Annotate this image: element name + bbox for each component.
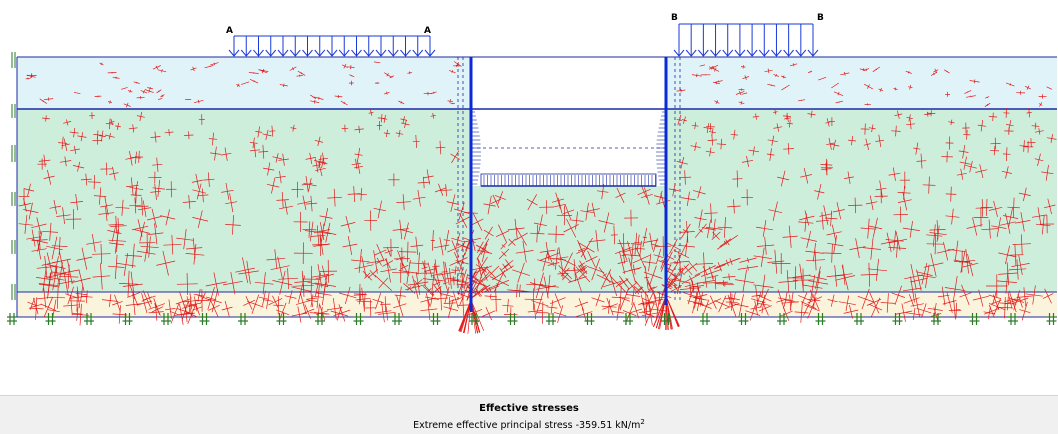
geotechnical-model: A A B B — [7, 13, 1057, 334]
load-a-label-left: A — [226, 26, 233, 36]
extreme-stress-label: Extreme effective principal stress — [413, 420, 573, 431]
surcharge-load-b[interactable] — [673, 23, 819, 57]
excavation-bottom-pressure — [480, 173, 657, 187]
extreme-stress-line: Extreme effective principal stress -359.… — [0, 418, 1058, 431]
excavation-pit — [471, 57, 666, 200]
side-supports — [11, 52, 16, 300]
base-supports — [7, 313, 1057, 325]
surcharge-load-a[interactable] — [228, 35, 436, 57]
stress-unit: kN/m — [615, 420, 641, 431]
result-title: Effective stresses — [479, 403, 579, 414]
load-b-label-right: B — [817, 13, 824, 23]
load-b-label-left: B — [671, 13, 678, 23]
excavation-stage-lines — [457, 56, 681, 300]
principal-stress-crosses — [18, 61, 1057, 334]
stress-unit-exponent: 2 — [640, 418, 645, 426]
drawing-canvas[interactable]: A A B B — [0, 0, 1058, 395]
excavated-soil — [471, 186, 666, 292]
status-footer: Effective stresses Extreme effective pri… — [0, 395, 1058, 434]
extreme-stress-value: -359.51 — [575, 420, 613, 431]
load-a-label-right: A — [424, 26, 431, 36]
